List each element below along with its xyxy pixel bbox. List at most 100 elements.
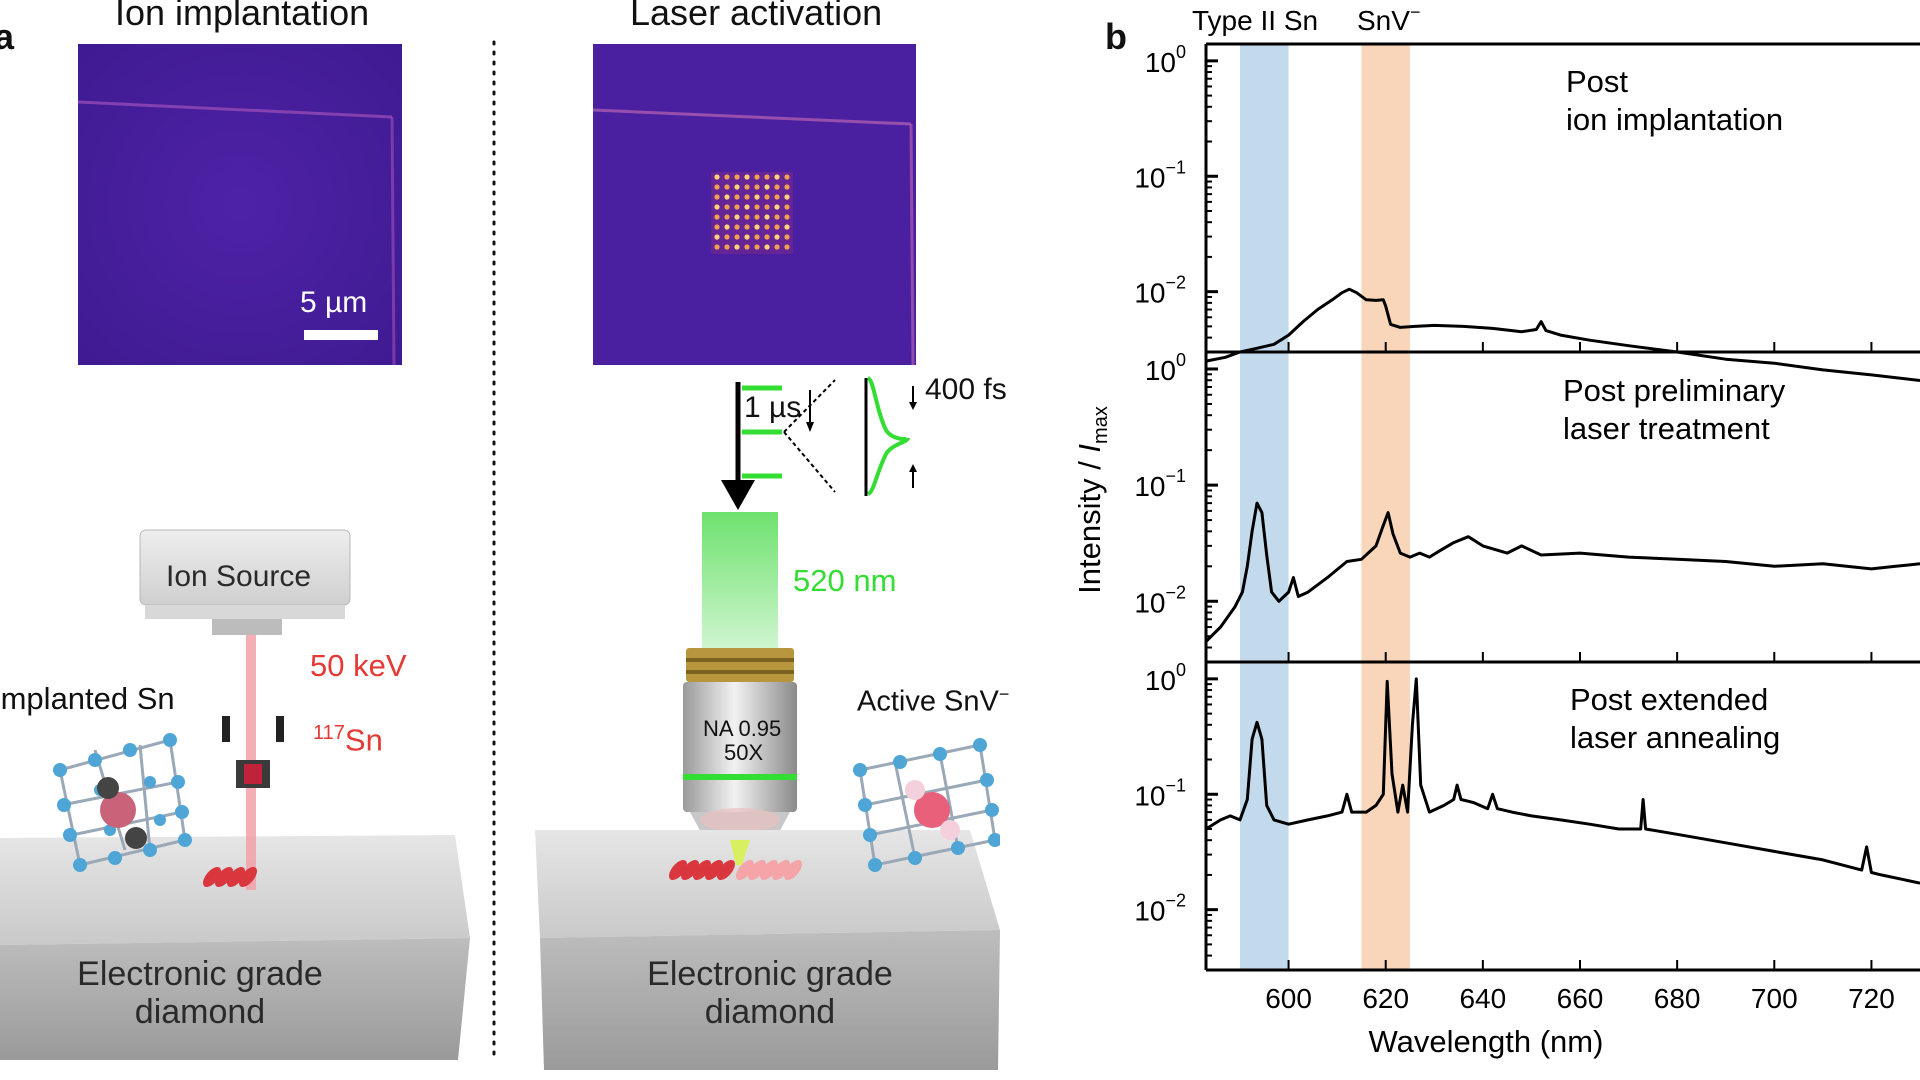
laser-spot <box>724 204 730 210</box>
y-tick-exp: −1 <box>1165 466 1186 486</box>
implanted-sn-label: Implanted Sn <box>0 681 175 716</box>
y-tick-label: 10−1 <box>1134 775 1186 811</box>
y-tick-label: 10−2 <box>1134 273 1186 309</box>
laser-spot <box>744 234 750 240</box>
laser-spot <box>734 234 740 240</box>
active-snv-label: Active SnV− <box>857 684 1009 719</box>
laser-spot <box>734 174 740 180</box>
laser-spot <box>764 234 770 240</box>
laser-spot <box>734 214 740 220</box>
laser-spot <box>714 194 720 200</box>
y-tick-label: 100 <box>1145 42 1186 78</box>
laser-spot <box>734 224 740 230</box>
laser-activation-schematic <box>535 376 1000 1070</box>
y-tick-base: 10 <box>1134 896 1165 927</box>
active-snv-text: Active SnV <box>857 685 999 718</box>
band-label-snv-text: SnV <box>1357 5 1410 36</box>
y-tick-base: 10 <box>1145 47 1176 78</box>
x-tick-label: 620 <box>1362 983 1409 1014</box>
y-tick-label: 10−2 <box>1134 582 1186 618</box>
isotope-symbol: Sn <box>344 722 383 758</box>
x-tick-label: 720 <box>1848 983 1895 1014</box>
panel-b-letter: b <box>1105 16 1127 57</box>
y-tick-base: 10 <box>1134 162 1165 193</box>
laser-spot <box>774 204 780 210</box>
laser-spot <box>734 194 740 200</box>
laser-spot <box>784 194 790 200</box>
laser-spot <box>764 194 770 200</box>
ion-implantation-title: Ion implantation <box>115 0 370 33</box>
band-label-snv-sup: − <box>1410 2 1421 22</box>
band-type2-sn <box>1240 44 1289 970</box>
laser-spot <box>714 214 720 220</box>
laser-spot <box>784 184 790 190</box>
pulse-width-label: 400 fs <box>925 373 1007 406</box>
laser-spot <box>714 224 720 230</box>
band-label-snv: SnV− <box>1357 2 1420 36</box>
laser-spot <box>714 234 720 240</box>
y-tick-label: 10−1 <box>1134 157 1186 193</box>
pulse-period-label: 1 µs <box>744 391 802 424</box>
laser-spot <box>724 224 730 230</box>
y-tick-base: 10 <box>1145 665 1176 696</box>
laser-spot <box>784 204 790 210</box>
subplot-2-label-line2: laser treatment <box>1563 411 1770 446</box>
y-tick-label: 100 <box>1145 350 1186 386</box>
subplot-1-label-line2: ion implantation <box>1566 102 1783 137</box>
laser-spot <box>744 244 750 250</box>
micrograph-laser-activation <box>593 44 916 365</box>
laser-spot <box>744 224 750 230</box>
diamond-line1-left: Electronic grade <box>77 955 323 993</box>
band-label-type2: Type II Sn <box>1192 5 1318 36</box>
laser-spot <box>764 244 770 250</box>
laser-spot <box>744 184 750 190</box>
micrograph-ion-implantation: 5 µm <box>78 44 402 365</box>
laser-spot <box>724 234 730 240</box>
laser-spot <box>764 184 770 190</box>
laser-spot <box>784 174 790 180</box>
y-tick-label: 100 <box>1145 660 1186 696</box>
y-tick-exp: 0 <box>1176 350 1186 370</box>
laser-spot <box>774 194 780 200</box>
x-tick-label: 700 <box>1751 983 1798 1014</box>
x-tick-label: 600 <box>1265 983 1312 1014</box>
diamond-line1-right: Electronic grade <box>647 955 893 993</box>
laser-spot <box>764 224 770 230</box>
y-tick-base: 10 <box>1134 471 1165 502</box>
panel-a-letter: a <box>0 16 15 57</box>
diamond-line2-left: diamond <box>134 993 266 1031</box>
active-snv-sup: − <box>998 684 1010 704</box>
laser-spot <box>744 214 750 220</box>
isotope-label: 117Sn <box>313 722 383 758</box>
laser-spot <box>764 214 770 220</box>
subplot-3-label-line2: laser annealing <box>1570 720 1780 755</box>
band-snv <box>1361 44 1410 970</box>
laser-spot <box>784 244 790 250</box>
diamond-line2-right: diamond <box>704 993 836 1031</box>
laser-spot <box>754 224 760 230</box>
diamond-label-left: Electronic grade diamond <box>40 955 360 1031</box>
diamond-label-right: Electronic grade diamond <box>610 955 930 1031</box>
y-tick-label: 10−2 <box>1134 891 1186 927</box>
laser-spot <box>784 234 790 240</box>
y-tick-base: 10 <box>1134 587 1165 618</box>
ion-implantation-schematic <box>0 529 470 1060</box>
isotope-mass: 117 <box>313 722 345 744</box>
y-tick-exp: −2 <box>1165 891 1186 911</box>
laser-spot <box>774 174 780 180</box>
x-tick-label: 640 <box>1459 983 1506 1014</box>
objective-na-label: NA 0.95 <box>703 716 782 741</box>
laser-spot <box>774 244 780 250</box>
x-axis-label: Wavelength (nm) <box>1369 1024 1604 1059</box>
laser-spot <box>754 174 760 180</box>
y-axis-label-main: Intensity / <box>1072 453 1107 594</box>
subplot-2-label-line1: Post preliminary <box>1563 373 1786 408</box>
laser-spot <box>754 214 760 220</box>
laser-spot <box>764 204 770 210</box>
laser-spot <box>774 184 780 190</box>
laser-spot <box>724 244 730 250</box>
laser-spot <box>734 244 740 250</box>
spectrum-line-3 <box>1205 677 1920 885</box>
laser-activation-title: Laser activation <box>630 0 883 33</box>
